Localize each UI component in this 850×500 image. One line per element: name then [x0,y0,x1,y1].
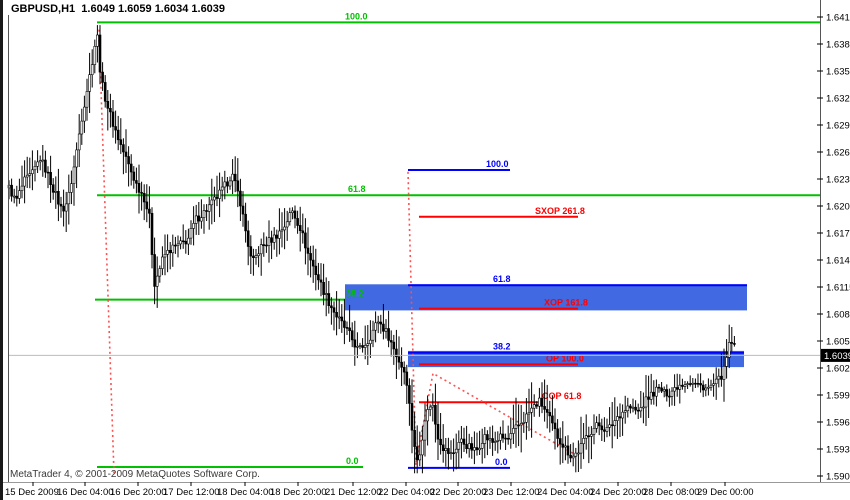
svg-text:23 Dec 12:00: 23 Dec 12:00 [483,487,540,498]
svg-text:0.0: 0.0 [346,456,359,466]
pattern-trend-lines[interactable] [98,29,579,474]
fib-retracement-green[interactable] [95,21,820,468]
svg-text:28 Dec 08:00: 28 Dec 08:00 [643,487,700,498]
svg-text:1.5905: 1.5905 [826,472,850,483]
svg-text:1.6235: 1.6235 [826,175,850,186]
svg-text:0.0: 0.0 [495,457,508,467]
svg-text:1.5935: 1.5935 [826,445,850,456]
svg-text:1.5995: 1.5995 [826,391,850,402]
svg-text:18 Dec 20:00: 18 Dec 20:00 [270,487,327,498]
fib-retracement-blue[interactable]: 100.0 61.8 38.2 0.0 [408,159,747,469]
svg-text:XOP 161.8: XOP 161.8 [544,298,588,308]
svg-text:1.6175: 1.6175 [826,229,850,240]
svg-text:OP 100.0: OP 100.0 [546,353,584,363]
svg-text:1.6385: 1.6385 [826,40,850,51]
svg-text:17 Dec 12:00: 17 Dec 12:00 [163,487,220,498]
fib-expansion-red[interactable]: SXOP 261.8 XOP 161.8 OP 100.0 COP 61.8 [419,206,588,404]
svg-text:24 Dec 04:00: 24 Dec 04:00 [537,487,594,498]
svg-text:22 Dec 04:00: 22 Dec 04:00 [378,487,435,498]
svg-text:1.6265: 1.6265 [826,148,850,159]
svg-text:16 Dec 04:00: 16 Dec 04:00 [57,487,114,498]
svg-text:61.8: 61.8 [348,184,366,194]
svg-text:1.6205: 1.6205 [826,202,850,213]
svg-text:SXOP 261.8: SXOP 261.8 [535,206,585,216]
current-price-badge: 1.6039 [821,348,850,362]
copyright-text: MetaTrader 4, © 2001-2009 MetaQuotes Sof… [10,469,260,480]
svg-text:15 Dec 2009: 15 Dec 2009 [5,487,59,498]
svg-text:1.6325: 1.6325 [826,94,850,105]
fib-green-labels: 100.0 61.8 38.2 0.0 [345,11,368,466]
candles [7,25,736,474]
svg-text:COP 61.8: COP 61.8 [542,391,581,401]
svg-text:1.6145: 1.6145 [826,256,850,267]
window-left-border [0,0,3,500]
svg-text:1.6055: 1.6055 [826,337,850,348]
svg-text:1.6085: 1.6085 [826,310,850,321]
svg-text:38.2: 38.2 [493,342,511,352]
svg-text:18 Dec 04:00: 18 Dec 04:00 [217,487,274,498]
svg-text:1.6295: 1.6295 [826,121,850,132]
svg-text:61.8: 61.8 [493,274,511,284]
svg-text:1.5965: 1.5965 [826,418,850,429]
svg-text:38.2: 38.2 [346,289,364,299]
svg-text:29 Dec 00:00: 29 Dec 00:00 [697,487,754,498]
svg-text:1.6025: 1.6025 [826,364,850,375]
svg-text:16 Dec 20:00: 16 Dec 20:00 [110,487,167,498]
svg-text:21 Dec 12:00: 21 Dec 12:00 [325,487,382,498]
svg-text:1.6355: 1.6355 [826,67,850,78]
svg-text:22 Dec 20:00: 22 Dec 20:00 [430,487,487,498]
svg-text:1.6115: 1.6115 [826,283,850,294]
chart-title: GBPUSD,H1 1.6049 1.6059 1.6034 1.6039 [11,3,226,15]
svg-text:1.6415: 1.6415 [826,13,850,24]
svg-text:100.0: 100.0 [345,11,368,21]
svg-text:100.0: 100.0 [486,159,509,169]
svg-text:24 Dec 20:00: 24 Dec 20:00 [590,487,647,498]
svg-text:1.6039: 1.6039 [824,351,850,362]
